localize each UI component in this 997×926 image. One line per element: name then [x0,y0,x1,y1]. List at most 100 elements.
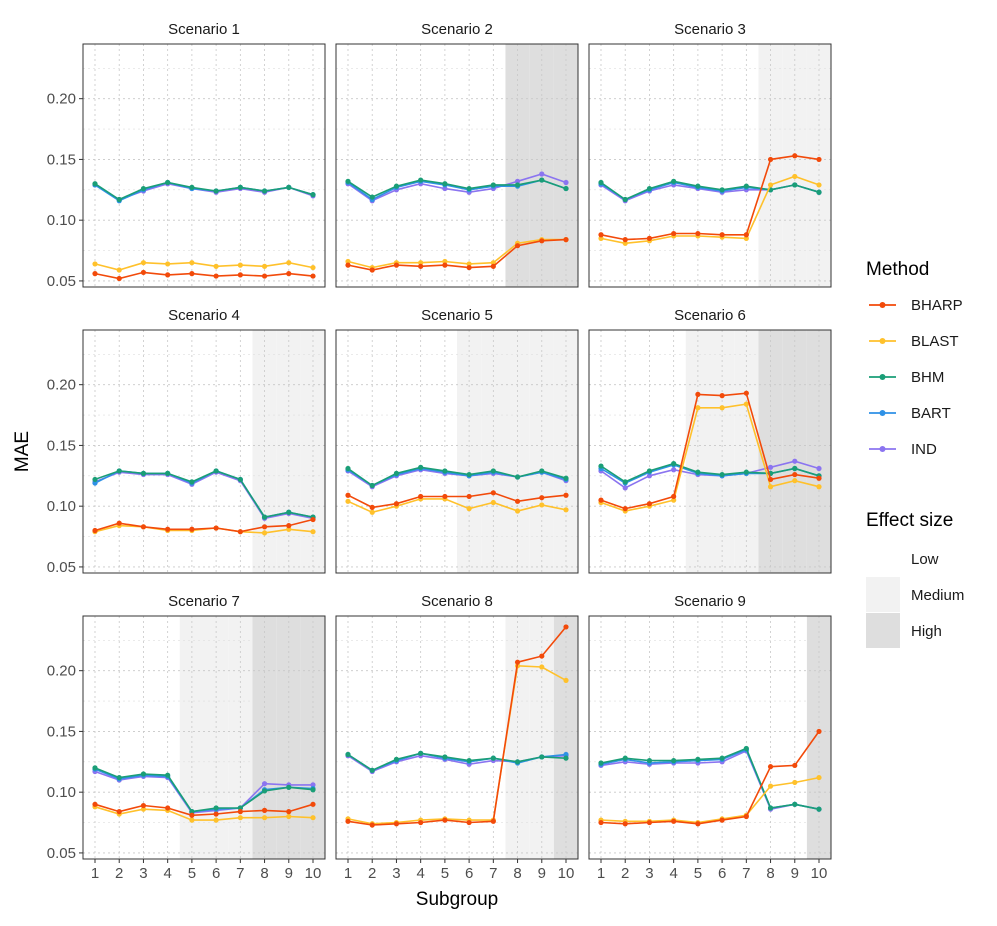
legend-key-point [879,338,886,344]
legend-key-point [879,410,886,416]
data-point-bhm [743,469,749,475]
data-point-ind [539,171,545,177]
data-point-bart [563,751,569,758]
data-point-blast [213,817,219,823]
x-tick-label: 3 [645,865,653,882]
panel-border [335,43,579,288]
x-tick-label: 1 [91,865,99,882]
data-point-ind [514,178,521,184]
data-point-bhm [369,482,375,489]
data-point-bhm [189,184,195,190]
data-point-blast [792,779,798,786]
data-point-bharp [743,390,749,396]
facet-panel: Scenario 2 [335,21,579,288]
data-point-bhm [116,774,122,781]
data-point-bhm [213,188,219,194]
data-point-bhm [598,760,604,766]
data-point-bharp [165,272,171,278]
facet-panels: Scenario 1 Scenario 2 Scenario 3 Scenario 4… [82,21,832,860]
x-tick-label: 6 [212,865,220,882]
data-point-bharp [237,529,243,535]
y-tick-label: 0.20 [47,663,76,680]
data-point-bhm [646,185,653,192]
data-point-bharp [816,156,822,163]
x-axis-title: Subgroup [416,889,498,910]
data-point-bharp [189,271,195,277]
data-point-bharp [767,156,774,163]
x-tick-label: 6 [465,865,473,882]
x-tick-label: 5 [694,865,702,882]
data-point-bhm [345,178,351,184]
data-point-bhm [189,479,195,485]
data-point-bhm [514,759,521,765]
data-point-bharp [695,230,701,237]
data-point-blast [816,484,822,490]
data-point-bharp [369,267,375,273]
y-tick-label: 0.15 [47,437,76,454]
data-point-bhm [767,805,774,811]
x-tick-label: 1 [344,865,352,882]
data-point-bharp [345,818,351,824]
data-point-bharp [189,526,195,532]
data-point-bharp [418,263,424,269]
data-point-bharp [671,818,677,824]
x-tick-label: 8 [766,865,774,882]
data-point-bharp [442,262,448,268]
data-point-blast [539,502,545,508]
series-line-bharp [94,518,314,533]
data-point-blast [466,506,472,512]
data-point-blast [310,529,316,535]
data-point-bhm [418,750,424,756]
data-point-blast [189,817,195,823]
data-point-bhm [646,468,653,474]
y-tick-label: 0.15 [47,151,76,168]
series-line-bharp [94,803,314,817]
panel-background [589,616,831,859]
legend-key-effect [866,613,900,648]
series-line-bhm [347,466,567,487]
data-point-bharp [345,262,351,268]
legend-label-method: BLAST [911,333,959,350]
panel-title: Scenario 5 [421,307,493,324]
data-point-bharp [369,504,375,510]
panel-border [82,43,326,288]
data-point-ind [792,458,798,464]
series-line-bharp [347,626,567,826]
legend-label-method: BHARP [911,297,963,314]
series-line-blast [347,498,567,514]
data-point-bharp [598,497,604,503]
data-point-blast [237,262,243,268]
x-tick-label: 9 [538,865,546,882]
data-point-ind [261,781,268,787]
data-point-bharp [767,476,774,483]
data-point-bharp [213,811,219,817]
data-point-bhm [514,474,521,480]
data-point-bharp [622,506,628,512]
data-point-bharp [418,819,424,826]
data-point-bhm [442,468,448,474]
panel-title: Scenario 3 [674,21,746,38]
data-point-bharp [213,525,219,531]
legend-key-point [879,446,886,452]
data-point-bharp [792,471,798,478]
data-point-blast [261,815,268,821]
x-tick-label: 2 [368,865,376,882]
data-point-blast [261,530,268,536]
x-tick-label: 10 [811,865,828,882]
data-point-blast [792,173,798,180]
data-point-blast [622,240,628,246]
data-point-blast [286,260,292,266]
data-point-bharp [695,391,701,397]
data-point-bharp [369,822,375,828]
facet-panel: Scenario 9 [588,593,832,860]
data-point-bharp [563,492,569,498]
data-point-bhm [442,754,448,760]
data-point-blast [286,526,292,532]
data-point-bharp [345,492,351,498]
facet-panel: Scenario 4 [82,307,326,574]
y-tick-label: 0.05 [47,845,76,862]
data-point-blast [598,235,604,241]
y-tick-label: 0.15 [47,723,76,740]
data-point-bhm [671,461,677,467]
